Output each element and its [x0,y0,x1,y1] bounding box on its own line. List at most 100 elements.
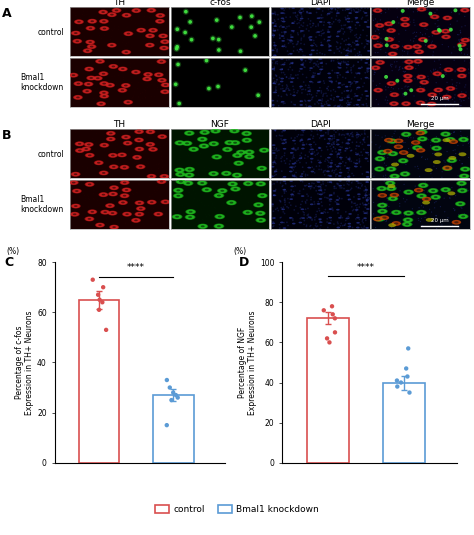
Point [457,127,465,136]
Point [90,49,97,57]
Point [356,33,364,42]
Point [83,64,91,73]
Point [428,98,435,106]
Point [319,92,327,101]
Circle shape [300,8,304,10]
Point [368,138,375,147]
Point [320,306,328,315]
Point [219,158,227,166]
Point [174,393,182,402]
Point [144,211,152,220]
Point [107,167,114,176]
Point [308,157,315,166]
Circle shape [430,94,434,96]
Point [451,97,458,106]
Circle shape [200,130,209,135]
Point [155,207,163,216]
Point [149,196,157,204]
Point [197,139,204,148]
Point [359,215,366,224]
Point [380,172,387,180]
Point [356,34,364,42]
Point [419,203,427,211]
Point [289,58,297,67]
Circle shape [217,188,228,194]
Circle shape [327,31,330,33]
Point [345,178,353,186]
Point [287,30,295,39]
Point [339,25,347,33]
Circle shape [137,213,141,215]
Point [450,152,457,161]
Circle shape [328,49,332,51]
Point [384,7,392,16]
Point [161,170,168,179]
Point [150,155,157,164]
Point [130,139,138,148]
Point [455,210,462,219]
Point [187,135,194,143]
Point [341,147,349,155]
Point [346,153,354,162]
Point [273,59,281,68]
Point [332,148,340,156]
Circle shape [396,146,401,148]
Point [177,190,184,199]
Circle shape [105,203,115,208]
Point [429,86,437,95]
Circle shape [100,26,109,31]
Point [463,70,470,79]
Circle shape [346,190,350,192]
Circle shape [99,171,109,175]
Point [397,84,405,93]
Point [170,138,178,147]
Point [94,87,102,95]
Point [444,9,451,18]
Point [176,155,184,164]
Circle shape [109,185,119,190]
Point [167,132,175,141]
Point [318,65,325,74]
Circle shape [407,67,411,68]
Point [332,172,339,180]
Circle shape [404,65,414,70]
Point [399,13,406,22]
Point [355,5,363,14]
Circle shape [419,37,427,42]
Point [194,220,202,228]
Point [156,182,164,190]
Point [298,34,305,43]
Point [71,66,79,74]
Point [406,69,414,78]
Point [307,143,315,151]
Point [109,201,117,209]
Point [324,11,331,19]
Circle shape [415,147,419,149]
Circle shape [404,74,412,78]
Circle shape [280,12,284,14]
Point [385,174,392,182]
Point [364,4,372,13]
Point [306,85,314,94]
Point [351,92,358,101]
Point [463,3,470,11]
Circle shape [215,156,219,158]
Circle shape [85,90,89,92]
Point [118,191,126,200]
Point [338,89,346,97]
Point [117,176,125,185]
Point [448,66,456,75]
Point [374,50,381,59]
Point [315,204,323,213]
Circle shape [460,166,471,172]
Point [253,154,261,162]
Point [169,210,176,218]
Point [301,197,309,206]
Point [313,146,320,155]
Point [72,137,80,146]
Point [411,82,419,91]
Circle shape [148,28,158,33]
Point [299,59,306,68]
Circle shape [301,148,305,149]
Point [340,221,348,230]
